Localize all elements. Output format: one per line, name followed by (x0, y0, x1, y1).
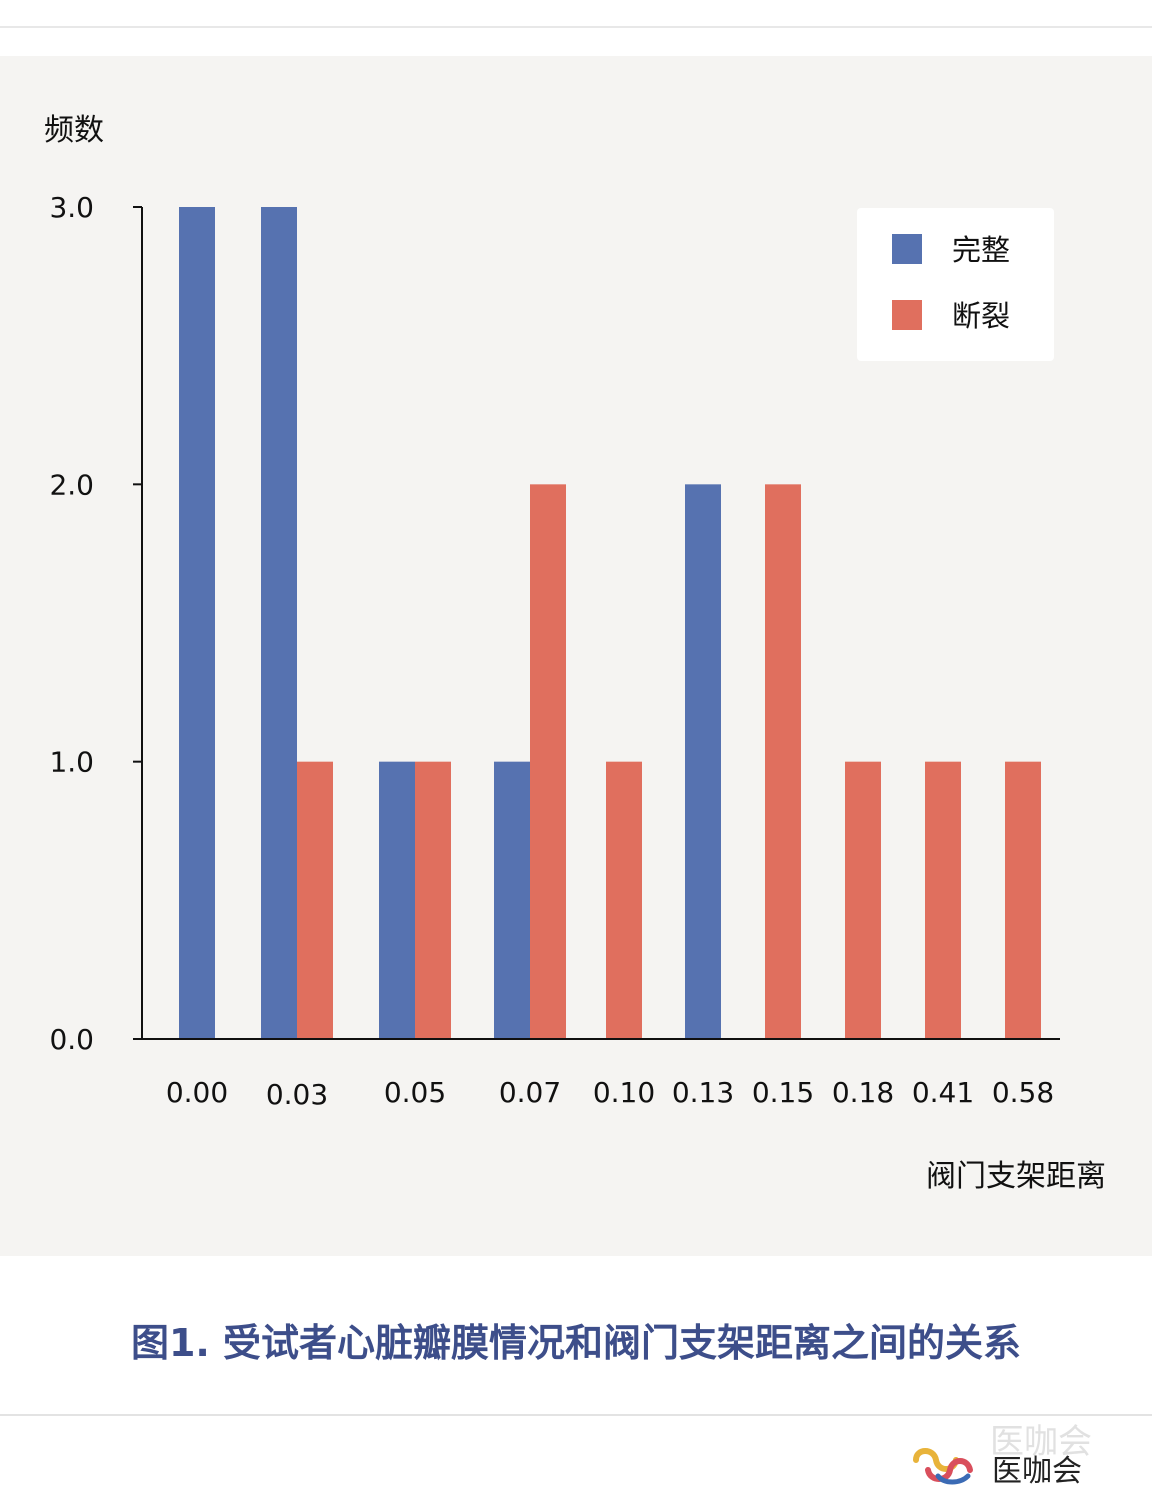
bars (179, 207, 1041, 1039)
brand-icon (913, 1448, 973, 1485)
y-axis-label: 频数 (44, 113, 104, 148)
y-tick-label: 0.0 (49, 1023, 94, 1056)
y-tick-label: 3.0 (49, 191, 94, 224)
x-tick-label: 0.13 (672, 1076, 734, 1109)
bar-intact (494, 761, 530, 1039)
bottom-divider (0, 1414, 1152, 1416)
x-axis-tick-labels: 0.00 0.03 0.05 0.07 0.10 0.13 0.15 0.18 0.41 0.58 (166, 1076, 1054, 1111)
brand-logo: 医咖会 医咖会 (908, 1422, 1138, 1494)
x-tick-label: 0.07 (499, 1076, 561, 1109)
x-tick-label: 0.03 (266, 1078, 328, 1111)
top-divider (0, 26, 1152, 28)
bar-intact (179, 207, 215, 1039)
legend-swatch-broken (892, 300, 922, 330)
bar-intact (379, 761, 415, 1039)
x-tick-label: 0.41 (912, 1076, 974, 1109)
x-tick-label: 0.00 (166, 1076, 228, 1109)
x-tick-label: 0.10 (593, 1076, 655, 1109)
bar-broken (1005, 761, 1041, 1039)
bar-broken (925, 761, 961, 1039)
x-tick-label: 0.15 (752, 1076, 814, 1109)
bar-broken (297, 761, 333, 1039)
y-tick-label: 1.0 (49, 746, 94, 779)
legend-label-broken: 断裂 (952, 299, 1010, 333)
bar-broken (415, 761, 451, 1039)
bar-broken (606, 761, 642, 1039)
bar-broken (530, 484, 566, 1039)
legend-label-intact: 完整 (952, 233, 1010, 267)
y-axis: 0.0 1.0 2.0 3.0 (49, 191, 142, 1056)
brand-watermark: 医咖会 (990, 1422, 1092, 1462)
figure-caption: 图1. 受试者心脏瓣膜情况和阀门支架距离之间的关系 (130, 1321, 1022, 1365)
bar-intact (685, 484, 721, 1039)
bar-broken (765, 484, 801, 1039)
brand-name: 医咖会 (992, 1454, 1082, 1489)
x-tick-label: 0.58 (992, 1076, 1054, 1109)
bar-intact (261, 207, 297, 1039)
legend-box (857, 208, 1054, 361)
legend-swatch-intact (892, 234, 922, 264)
x-tick-label: 0.05 (384, 1076, 446, 1109)
legend: 完整 断裂 (857, 208, 1054, 361)
bar-broken (845, 761, 881, 1039)
x-tick-label: 0.18 (832, 1076, 894, 1109)
y-tick-label: 2.0 (49, 468, 94, 501)
bar-chart: 频数 阀门支架距离 0.01.02.03.0 0.00 0.03 0.05 0.07 0… (44, 113, 1106, 1194)
x-axis-label: 阀门支架距离 (926, 1159, 1106, 1194)
